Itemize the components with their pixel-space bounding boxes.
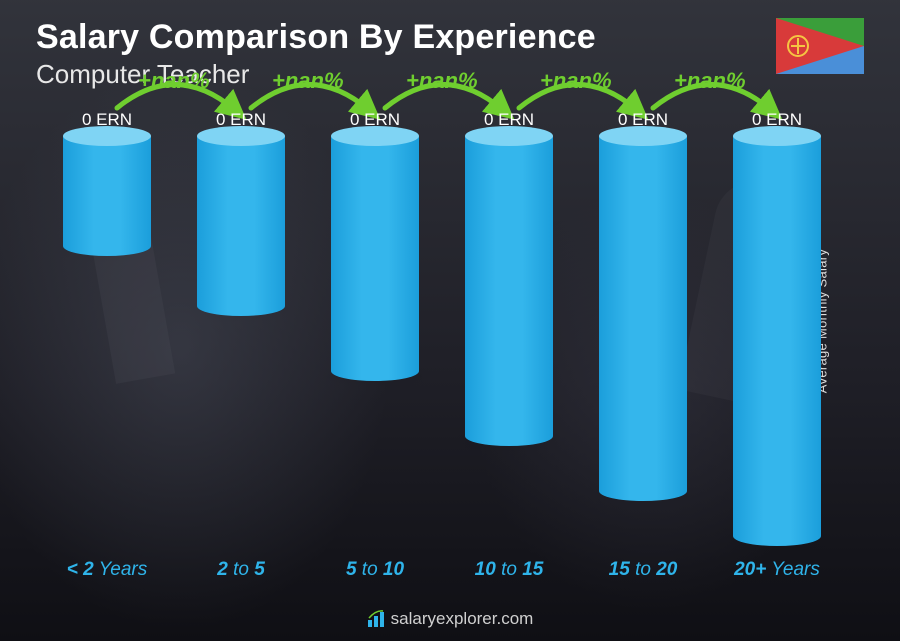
x-label: 20+ Years <box>710 559 844 581</box>
x-label: 15 to 20 <box>576 559 710 581</box>
bar-body <box>331 136 419 381</box>
bar-slot: 0 ERN <box>308 110 442 547</box>
footer: salaryexplorer.com <box>0 609 900 629</box>
bar-slot: 0 ERN <box>40 110 174 547</box>
delta-label: +nan% <box>138 68 210 94</box>
bar-top-ellipse <box>197 126 285 146</box>
bar-body <box>465 136 553 446</box>
x-label: < 2 Years <box>40 559 174 581</box>
delta-label: +nan% <box>406 68 478 94</box>
chart-area: 0 ERN0 ERN0 ERN0 ERN0 ERN0 ERN < 2 Years… <box>40 110 844 581</box>
bar <box>599 136 687 501</box>
bar-body <box>63 136 151 256</box>
bar <box>197 136 285 316</box>
flag-icon <box>776 18 864 74</box>
bar-top-ellipse <box>465 126 553 146</box>
x-label: 10 to 15 <box>442 559 576 581</box>
bar <box>331 136 419 381</box>
flag-eritrea <box>776 18 864 74</box>
bar-body <box>197 136 285 316</box>
x-labels-row: < 2 Years2 to 55 to 1010 to 1515 to 2020… <box>40 559 844 581</box>
delta-label: +nan% <box>272 68 344 94</box>
x-label: 2 to 5 <box>174 559 308 581</box>
bar-top-ellipse <box>63 126 151 146</box>
bar-slot: 0 ERN <box>576 110 710 547</box>
footer-site-text: salaryexplorer.com <box>391 609 534 629</box>
bars-container: 0 ERN0 ERN0 ERN0 ERN0 ERN0 ERN <box>40 110 844 547</box>
delta-label: +nan% <box>540 68 612 94</box>
bar-slot: 0 ERN <box>174 110 308 547</box>
main-title: Salary Comparison By Experience <box>36 18 596 57</box>
bar-slot: 0 ERN <box>710 110 844 547</box>
bar-top-ellipse <box>599 126 687 146</box>
bar-top-ellipse <box>733 126 821 146</box>
delta-label: +nan% <box>674 68 746 94</box>
bar-body <box>733 136 821 546</box>
bar-body <box>599 136 687 501</box>
bar <box>63 136 151 256</box>
bar-slot: 0 ERN <box>442 110 576 547</box>
x-label: 5 to 10 <box>308 559 442 581</box>
bar <box>733 136 821 546</box>
bar-top-ellipse <box>331 126 419 146</box>
footer-logo-icon <box>367 610 385 628</box>
bar <box>465 136 553 446</box>
